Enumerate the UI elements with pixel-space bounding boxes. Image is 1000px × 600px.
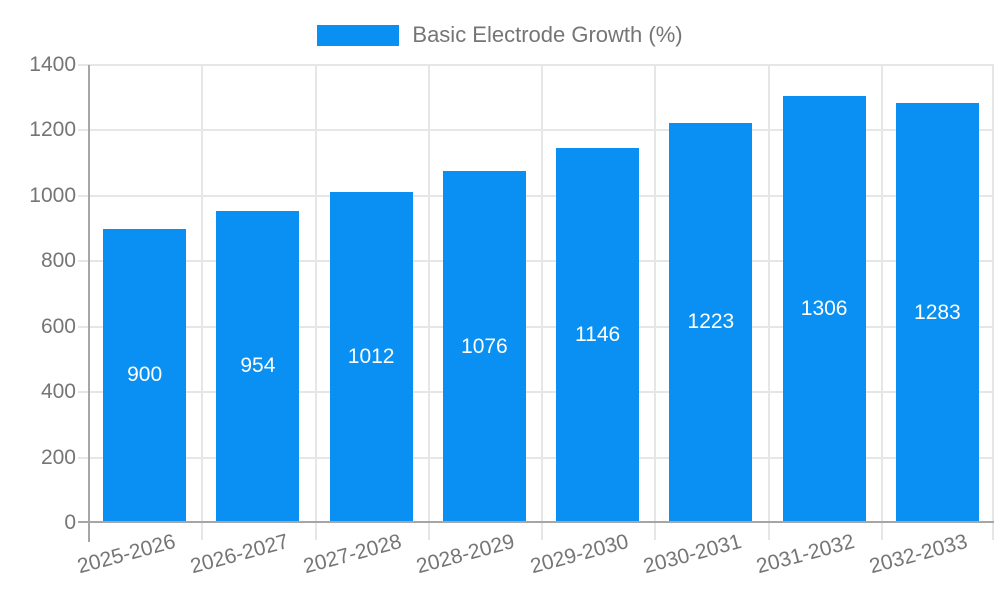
gridline-h: [78, 260, 994, 263]
bar-value-label: 900: [127, 363, 163, 387]
gridline-v: [541, 65, 543, 540]
bar-value-label: 1223: [687, 310, 735, 334]
legend-swatch: [317, 24, 400, 46]
bar-value-label: 954: [240, 354, 276, 378]
gridline-v: [654, 65, 657, 540]
bar-value-label: 1012: [347, 344, 395, 368]
bar[interactable]: 900: [103, 228, 187, 521]
gridline-v: [427, 65, 430, 540]
x-axis-origin-tick: [88, 523, 90, 542]
x-axis-line: [78, 521, 994, 523]
legend: Basic Electrode Growth (%): [0, 22, 1000, 48]
y-tick-label: 1000: [29, 183, 76, 207]
y-tick-label: 200: [40, 445, 76, 469]
gridline-h: [78, 129, 994, 132]
bar-value-label: 1076: [461, 334, 508, 358]
bar[interactable]: 1283: [895, 103, 979, 521]
bar-value-label: 1146: [575, 323, 621, 347]
y-tick-label: 600: [40, 314, 76, 338]
bar-value-label: 1306: [800, 296, 848, 320]
gridline-h: [78, 325, 994, 328]
bar[interactable]: 1306: [782, 95, 866, 521]
gridline-v: [767, 65, 770, 540]
gridline-v: [314, 65, 317, 540]
y-tick-label: 0: [64, 511, 76, 534]
bar[interactable]: 954: [216, 210, 300, 521]
gridline-v: [201, 65, 204, 540]
bar[interactable]: 1146: [556, 148, 640, 521]
bar-value-label: 1283: [914, 300, 961, 324]
plot-area: 900 954 1012 1076 1146 1223 1306 1283: [78, 64, 994, 542]
y-tick-label: 1200: [29, 118, 76, 142]
gridline-h: [78, 194, 994, 197]
y-tick-label: 800: [40, 249, 76, 273]
y-axis-line: [88, 65, 90, 523]
gridline-v: [880, 65, 883, 540]
gridline-v: [992, 65, 994, 540]
legend-label: Basic Electrode Growth (%): [412, 22, 683, 47]
y-tick-label: 400: [40, 380, 76, 404]
gridline-h: [78, 456, 994, 459]
bar[interactable]: 1012: [329, 191, 413, 521]
bar[interactable]: 1076: [442, 171, 526, 521]
y-tick-label: 1400: [29, 53, 76, 76]
bar[interactable]: 1223: [669, 122, 753, 521]
gridline-h: [78, 64, 994, 66]
gridline-h: [78, 391, 994, 394]
